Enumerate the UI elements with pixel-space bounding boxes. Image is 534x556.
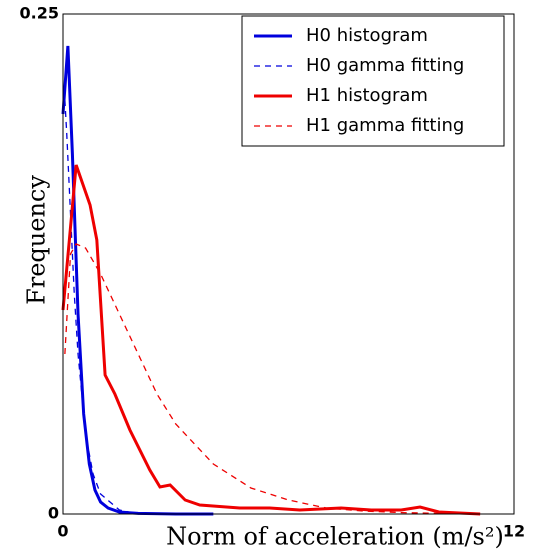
series-line (64, 243, 439, 515)
y-tick-label: 0 (48, 504, 59, 523)
x-tick-label: 12 (503, 522, 525, 541)
plot-frame (62, 13, 515, 515)
x-axis-label: Norm of acceleration (m/s²) (166, 523, 504, 551)
series-line (61, 164, 481, 516)
y-axis-label: Frequency (23, 175, 51, 305)
legend-label: H1 gamma fitting (306, 115, 464, 136)
x-tick-label: 0 (57, 522, 68, 541)
legend-label: H1 histogram (306, 85, 428, 106)
legend-box (241, 15, 505, 147)
y-tick-label: 0.25 (20, 4, 59, 23)
legend-label: H0 histogram (306, 25, 428, 46)
series-line (64, 99, 176, 515)
legend-label: H0 gamma fitting (306, 55, 464, 76)
